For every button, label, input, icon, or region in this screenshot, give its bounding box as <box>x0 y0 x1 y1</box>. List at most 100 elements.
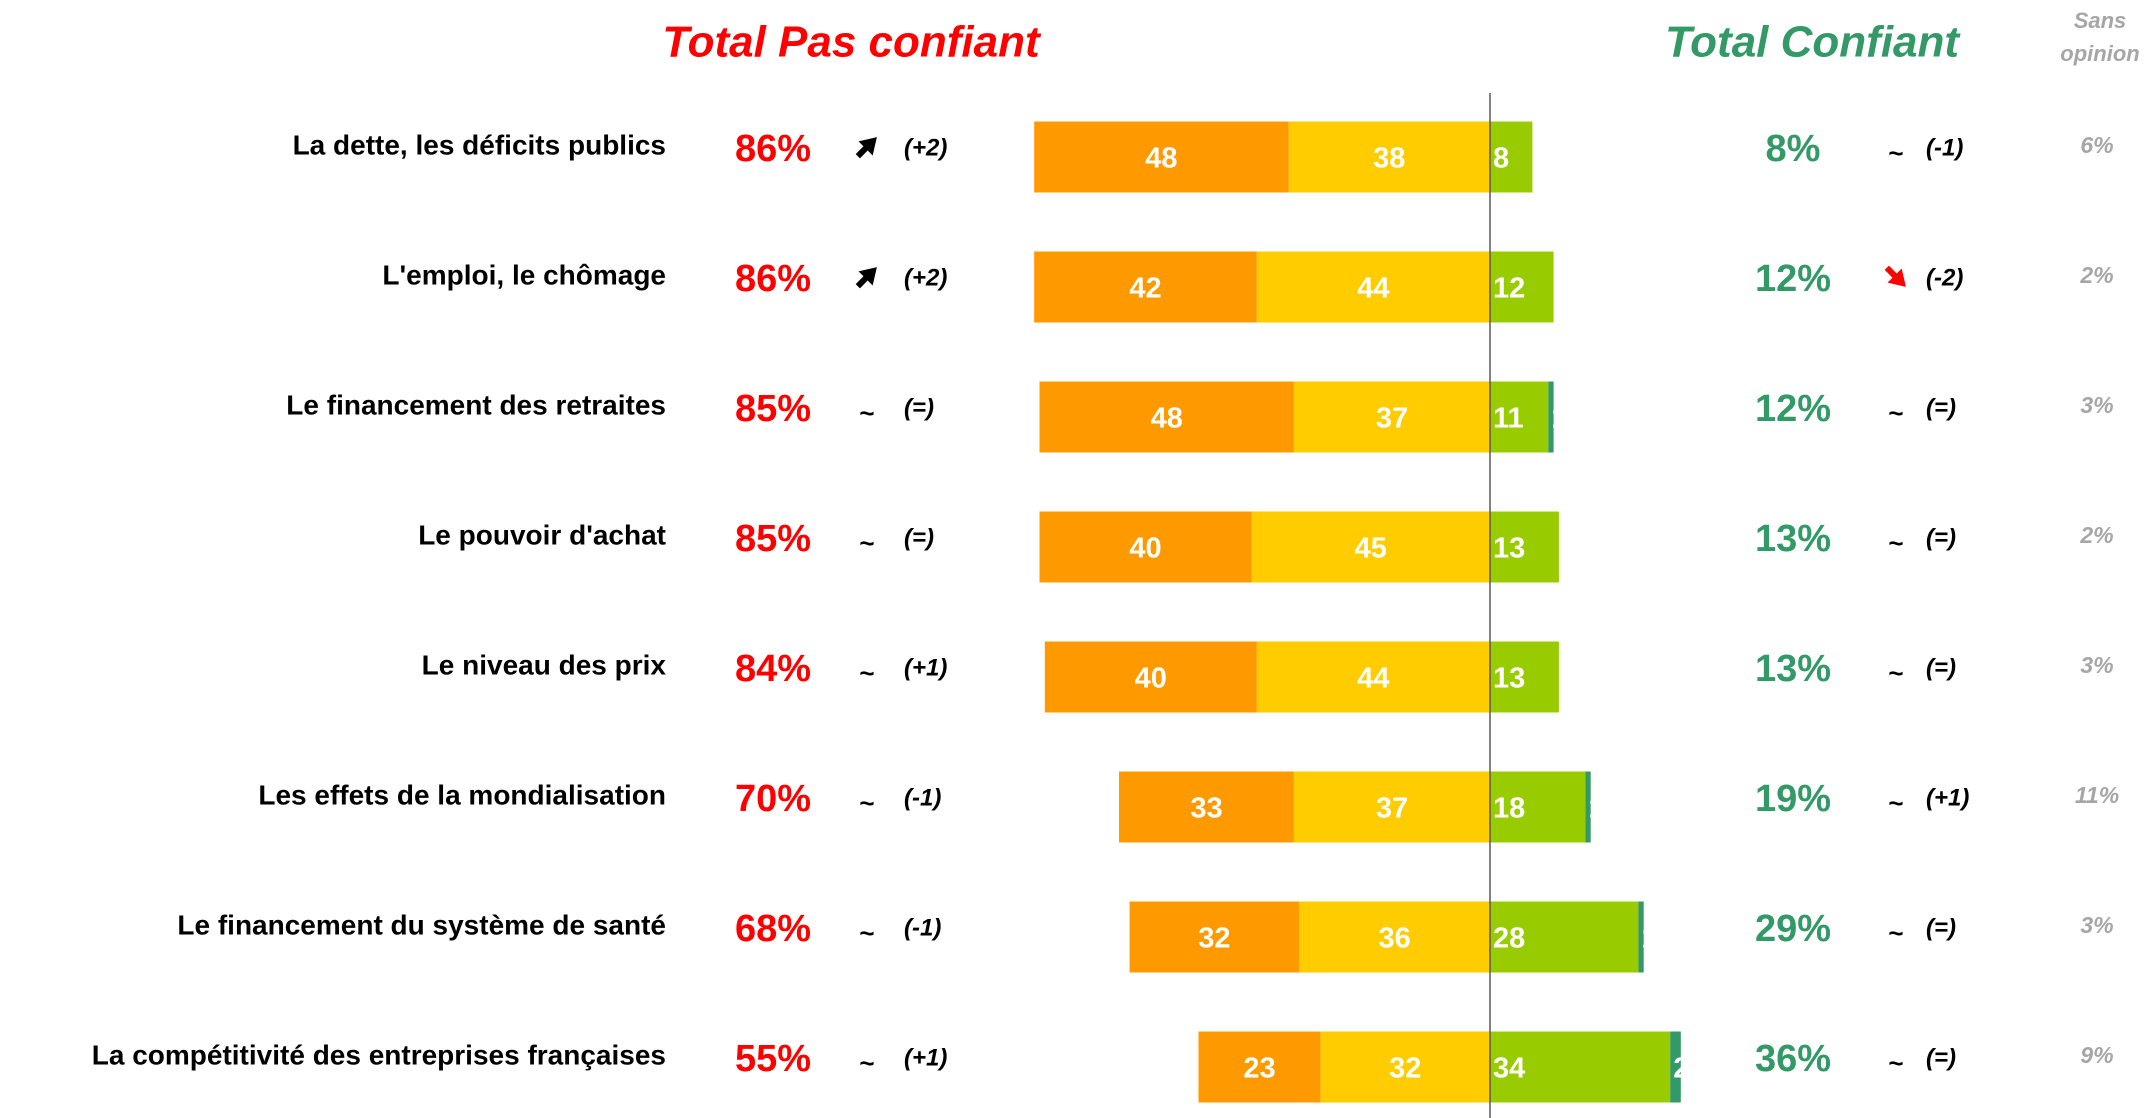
trend-symbol: ~ <box>1888 658 1903 688</box>
total-label: 36% <box>1755 1038 1831 1080</box>
trend-label: (-1) <box>904 784 941 811</box>
trend-symbol: ~ <box>1888 1048 1903 1078</box>
trend-symbol: ~ <box>859 1048 874 1078</box>
no-opinion-label: 2% <box>2079 262 2113 288</box>
total-label: 86% <box>735 258 811 300</box>
bar-segment <box>1039 511 1252 583</box>
trend-arrow <box>1884 265 1906 287</box>
bar-label: 0 <box>1557 273 1573 305</box>
bar-segment <box>1490 641 1559 713</box>
trend-symbol: ~ <box>1888 138 1903 168</box>
total-label: 85% <box>735 388 811 430</box>
trend-symbol: ~ <box>859 918 874 948</box>
trend-label: (+2) <box>904 264 947 291</box>
category-label: Le financement des retraites <box>286 389 666 420</box>
trend-arrow <box>855 137 877 159</box>
trend-label: (=) <box>1926 394 1956 421</box>
trend-label: (=) <box>904 394 934 421</box>
total-label: 19% <box>1755 778 1831 820</box>
trend-label: (+1) <box>1926 784 1969 811</box>
bar-segment <box>1490 511 1559 583</box>
trend-symbol: ~ <box>1888 528 1903 558</box>
no-opinion-label: 9% <box>2080 1042 2113 1068</box>
bar-label: 48 <box>1145 143 1177 175</box>
bar-segment <box>1490 901 1639 973</box>
bar-label: 42 <box>1129 273 1161 305</box>
trend-label: (+1) <box>904 1044 947 1071</box>
trend-symbol: ~ <box>859 528 874 558</box>
arrow-shape <box>855 267 877 289</box>
total-label: 12% <box>1755 258 1831 300</box>
bar-label: 40 <box>1135 663 1167 695</box>
bar-label: 33 <box>1190 793 1222 825</box>
no-opinion-header: opinion <box>2060 41 2139 66</box>
bar-segment <box>1129 901 1300 973</box>
category-label: Le niveau des prix <box>422 649 667 680</box>
arrow-shape <box>855 137 877 159</box>
bar-label: 28 <box>1493 923 1525 955</box>
no-opinion-label: 3% <box>2080 912 2113 938</box>
trend-symbol: ~ <box>859 398 874 428</box>
total-label: 70% <box>735 778 811 820</box>
category-label: Le financement du système de santé <box>177 909 666 940</box>
trend-symbol: ~ <box>1888 788 1903 818</box>
bar-segment <box>1490 121 1533 193</box>
bar-segment <box>1490 1031 1671 1103</box>
bar-segment <box>1251 511 1490 583</box>
trend-symbol: ~ <box>1888 918 1903 948</box>
bar-segment <box>1034 251 1257 323</box>
category-label: La compétitivité des entreprises françai… <box>92 1039 666 1070</box>
bar-segment <box>1034 121 1289 193</box>
bar-segment <box>1490 381 1549 453</box>
bar-segment <box>1638 901 1644 973</box>
bar-segment <box>1256 641 1490 713</box>
total-label: 85% <box>735 518 811 560</box>
bar-label: 8 <box>1493 143 1509 175</box>
bar-label: 12 <box>1493 273 1525 305</box>
bar-segment <box>1039 381 1294 453</box>
bar-segment <box>1119 771 1294 843</box>
bar-segment <box>1293 771 1490 843</box>
trend-label: (+1) <box>904 654 947 681</box>
bar-segment <box>1299 901 1490 973</box>
bar-label: 0 <box>1562 533 1578 565</box>
bar-segment <box>1670 1031 1681 1103</box>
bar-label: 38 <box>1373 143 1405 175</box>
total-label: 55% <box>735 1038 811 1080</box>
bar-label: 37 <box>1376 793 1408 825</box>
bar-label: 44 <box>1357 273 1389 305</box>
trend-label: (=) <box>1926 654 1956 681</box>
total-label: 84% <box>735 648 811 690</box>
bar-segment <box>1320 1031 1490 1103</box>
bar-label: 11 <box>1493 403 1524 435</box>
trend-label: (=) <box>1926 1044 1956 1071</box>
trend-label: (+2) <box>904 134 947 161</box>
bar-segment <box>1490 251 1554 323</box>
bar-label: 1 <box>1641 923 1657 955</box>
bar-segment <box>1293 381 1490 453</box>
trend-symbol: ~ <box>859 788 874 818</box>
bar-label: 1 <box>1551 403 1567 435</box>
title-left: Total Pas confiant <box>662 18 1042 67</box>
total-label: 29% <box>1755 908 1831 950</box>
bar-label: 18 <box>1493 793 1525 825</box>
total-label: 12% <box>1755 388 1831 430</box>
bar-segment <box>1256 251 1490 323</box>
arrow-shape <box>1884 265 1906 287</box>
bar-label: 23 <box>1243 1053 1275 1085</box>
bar-segment <box>1044 641 1257 713</box>
bar-label: 44 <box>1357 663 1389 695</box>
trend-arrow <box>855 267 877 289</box>
category-label: La dette, les déficits publics <box>293 129 666 160</box>
bar-label: 32 <box>1198 923 1230 955</box>
no-opinion-label: 6% <box>2080 132 2113 158</box>
no-opinion-header: Sans <box>2074 8 2127 33</box>
bar-label: 13 <box>1493 663 1525 695</box>
category-label: Le pouvoir d'achat <box>418 519 666 550</box>
bar-label: 45 <box>1355 533 1387 565</box>
no-opinion-label: 11% <box>2075 782 2119 808</box>
category-label: L'emploi, le chômage <box>382 259 666 290</box>
trend-symbol: ~ <box>1888 398 1903 428</box>
bar-label: 34 <box>1493 1053 1525 1085</box>
